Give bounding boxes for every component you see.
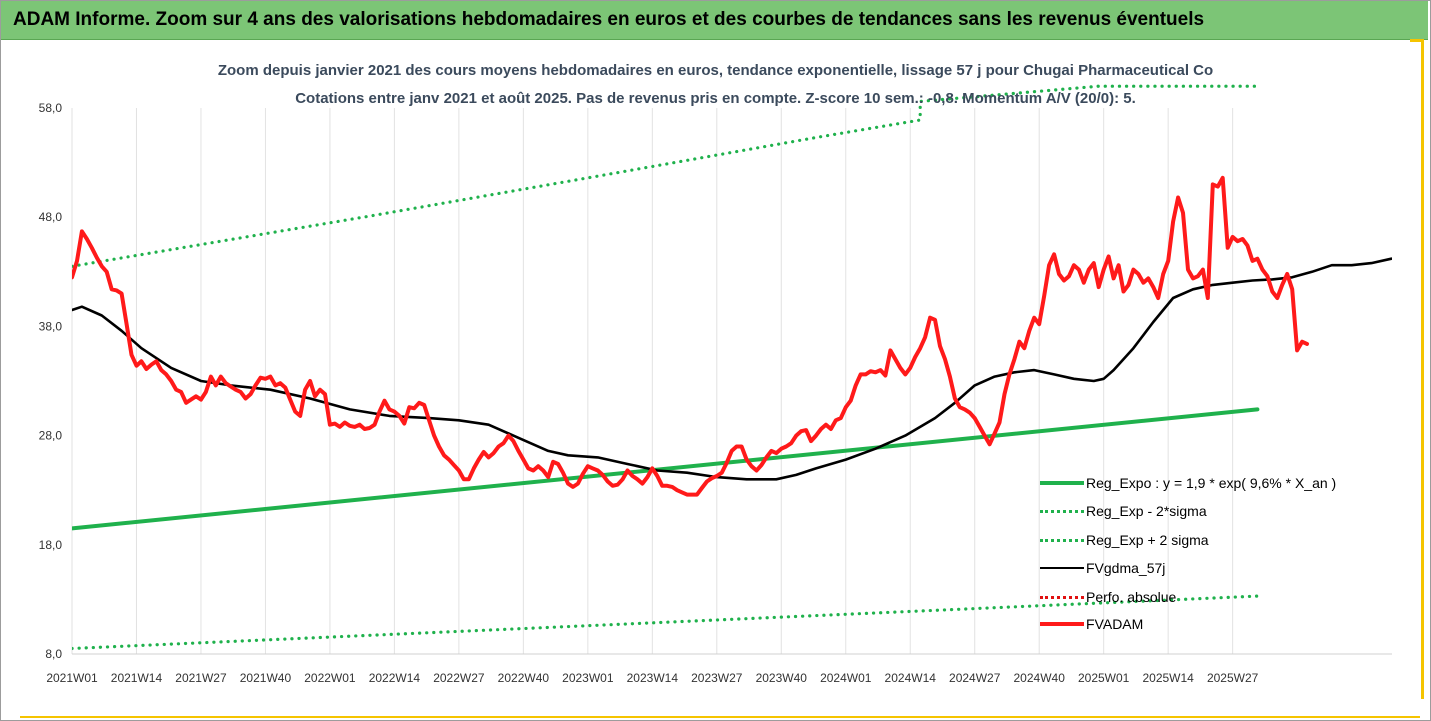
x-tick-label: 2024W40 xyxy=(1014,671,1066,685)
accent-border-top xyxy=(1410,39,1424,42)
accent-border-right xyxy=(1421,39,1424,699)
x-tick-label: 2021W40 xyxy=(240,671,292,685)
y-tick-label: 38,0 xyxy=(39,319,63,333)
legend-label: FVADAM xyxy=(1086,616,1144,632)
series-line-1 xyxy=(72,594,1259,651)
chart-subtitle: Cotations entre janv 2021 et août 2025. … xyxy=(295,90,1136,107)
accent-border-bottom xyxy=(20,716,1420,718)
x-tick-label: 2023W14 xyxy=(627,671,679,685)
banner-title: ADAM Informe. Zoom sur 4 ans des valoris… xyxy=(13,9,1205,30)
legend-label: FVgdma_57j xyxy=(1086,560,1166,576)
x-tick-label: 2022W14 xyxy=(369,671,421,685)
y-axis-ticks: 58,0 48,0 38,0 28,0 18,0 8,0 xyxy=(39,101,63,661)
legend-item: Reg_Exp + 2 sigma xyxy=(1040,529,1209,551)
legend-item: FVADAM xyxy=(1040,613,1143,635)
series-line-5 xyxy=(72,175,1309,497)
chart-title: Zoom depuis janvier 2021 des cours moyen… xyxy=(217,62,1214,79)
x-tick-label: 2024W14 xyxy=(885,671,937,685)
y-tick-label: 8,0 xyxy=(45,647,62,661)
x-tick-label: 2024W01 xyxy=(820,671,872,685)
x-tick-label: 2021W14 xyxy=(111,671,163,685)
y-tick-label: 28,0 xyxy=(39,429,63,443)
legend-label: Reg_Expo : y = 1,9 * exp( 9,6% * X_an ) xyxy=(1086,475,1337,491)
legend-swatch xyxy=(1040,595,1084,599)
x-tick-label: 2021W01 xyxy=(46,671,98,685)
legend-swatch xyxy=(1040,481,1084,485)
x-tick-label: 2023W01 xyxy=(562,671,614,685)
x-tick-label: 2024W27 xyxy=(949,671,1001,685)
x-tick-label: 2025W27 xyxy=(1207,671,1259,685)
gridlines xyxy=(71,108,1392,655)
legend-item: Reg_Exp - 2*sigma xyxy=(1040,500,1207,522)
legend-swatch xyxy=(1040,509,1084,513)
series-line-0 xyxy=(72,407,1260,531)
legend-swatch xyxy=(1040,622,1084,626)
y-tick-label: 18,0 xyxy=(39,538,63,552)
legend-item: Reg_Expo : y = 1,9 * exp( 9,6% * X_an ) xyxy=(1040,472,1336,494)
legend-swatch xyxy=(1040,567,1084,569)
x-tick-label: 2022W01 xyxy=(304,671,356,685)
x-axis-ticks: 2021W01 2021W14 2021W27 2021W40 2022W01 2022W… xyxy=(46,671,1258,685)
legend-item: FVgdma_57j xyxy=(1040,557,1165,579)
series-line-2 xyxy=(72,84,1259,268)
x-tick-label: 2021W27 xyxy=(175,671,227,685)
x-tick-label: 2023W40 xyxy=(756,671,808,685)
legend-label: Perfo. absolue xyxy=(1086,589,1177,605)
title-banner: ADAM Informe. Zoom sur 4 ans des valoris… xyxy=(1,1,1428,40)
legend-swatch xyxy=(1040,538,1084,542)
x-tick-label: 2025W14 xyxy=(1142,671,1194,685)
x-tick-label: 2023W27 xyxy=(691,671,743,685)
series-layer xyxy=(72,84,1392,651)
x-tick-label: 2025W01 xyxy=(1078,671,1130,685)
y-tick-label: 48,0 xyxy=(39,210,63,224)
legend-label: Reg_Exp + 2 sigma xyxy=(1086,532,1209,548)
x-tick-label: 2022W40 xyxy=(498,671,550,685)
legend-label: Reg_Exp - 2*sigma xyxy=(1086,503,1207,519)
y-tick-label: 58,0 xyxy=(39,101,63,115)
series-line-3 xyxy=(72,257,1392,481)
legend-item: Perfo. absolue xyxy=(1040,586,1176,608)
x-tick-label: 2022W27 xyxy=(433,671,485,685)
